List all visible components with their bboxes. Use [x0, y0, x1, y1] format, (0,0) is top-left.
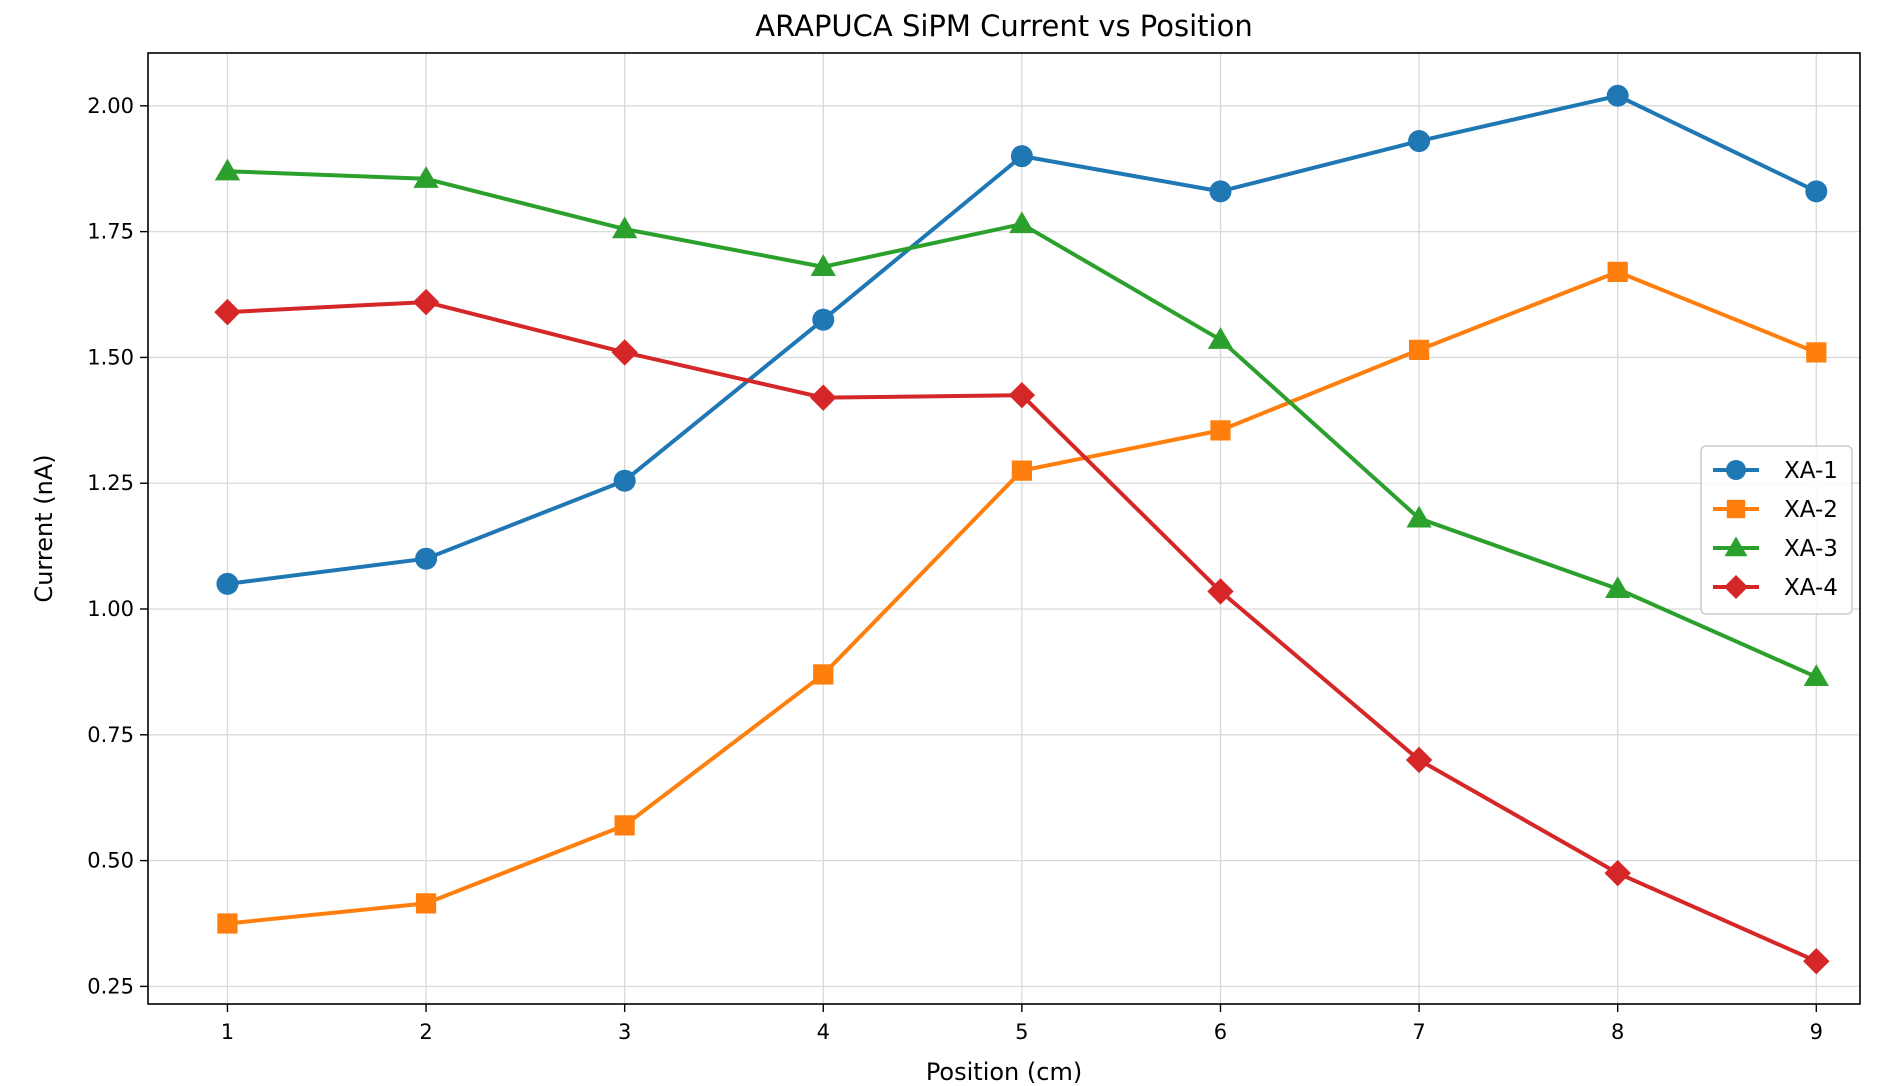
chart-title: ARAPUCA SiPM Current vs Position [755, 9, 1252, 43]
y-tick-label: 0.50 [87, 849, 134, 873]
data-point-xa-3 [1605, 576, 1631, 598]
y-tick-label: 1.00 [87, 597, 134, 621]
y-tick-label: 1.50 [87, 345, 134, 369]
y-tick-label: 2.00 [87, 94, 134, 118]
data-point-xa-2 [1806, 342, 1827, 363]
data-point-xa-3 [810, 254, 836, 276]
data-point-xa-1 [1408, 130, 1431, 153]
data-point-xa-4 [412, 288, 440, 316]
legend: XA-1 XA-2 XA-3 XA-4 [1700, 445, 1853, 615]
legend-marker-xa-1 [1726, 460, 1746, 480]
data-point-xa-1 [415, 547, 438, 570]
x-tick-label: 7 [1412, 1020, 1425, 1044]
data-point-xa-3 [413, 166, 439, 188]
data-point-xa-2 [415, 893, 437, 914]
plot-frame [147, 52, 1861, 1005]
legend-label-xa-1: XA-1 [1784, 458, 1838, 484]
y-axis-label: Current (nA) [30, 454, 58, 602]
data-point-xa-1 [1010, 145, 1033, 168]
x-tick-label: 8 [1611, 1020, 1624, 1044]
data-point-xa-4 [214, 298, 241, 326]
x-tick-label: 9 [1810, 1020, 1823, 1044]
x-tick-label: 1 [221, 1020, 234, 1044]
data-point-xa-3 [1207, 327, 1234, 349]
legend-marker-xa-4 [1724, 575, 1748, 599]
legend-marker-xa-3 [1724, 536, 1748, 557]
data-point-xa-2 [1408, 339, 1430, 360]
data-point-xa-1 [216, 572, 239, 595]
y-tick-label: 1.75 [87, 220, 134, 244]
data-point-xa-3 [612, 216, 638, 239]
data-point-xa-2 [1011, 460, 1032, 481]
x-axis-label: Position (cm) [926, 1058, 1082, 1086]
legend-label-xa-4: XA-4 [1784, 575, 1838, 601]
data-point-xa-3 [1803, 664, 1829, 687]
series-markers [214, 84, 1830, 975]
data-point-xa-2 [1210, 420, 1231, 441]
x-tick-label: 6 [1214, 1020, 1227, 1044]
data-point-xa-3 [214, 158, 241, 181]
x-axis-ticks: 1 2 3 4 5 6 7 8 9 [221, 1004, 1823, 1044]
data-point-xa-2 [1607, 261, 1628, 283]
data-point-xa-4 [1207, 578, 1234, 605]
legend-box [1700, 445, 1853, 615]
data-point-xa-4 [1008, 381, 1036, 409]
data-point-xa-2 [813, 664, 834, 685]
x-tick-label: 5 [1015, 1020, 1028, 1044]
data-point-xa-2 [217, 913, 238, 934]
data-point-xa-3 [1009, 211, 1035, 234]
x-tick-label: 2 [419, 1020, 432, 1044]
grid-lines [148, 53, 1860, 1004]
legend-label-xa-3: XA-3 [1784, 536, 1838, 562]
data-point-xa-1 [812, 308, 835, 331]
data-point-xa-2 [614, 815, 635, 836]
data-point-xa-1 [613, 469, 636, 492]
y-axis-ticks: 0.25 0.50 0.75 1.00 1.25 1.50 1.75 2.00 [87, 94, 148, 998]
data-point-xa-4 [810, 384, 837, 411]
legend-marker-xa-2 [1726, 499, 1746, 519]
data-point-xa-4 [1405, 746, 1433, 774]
data-point-xa-1 [1606, 84, 1629, 107]
data-point-xa-4 [1604, 859, 1631, 887]
data-point-xa-1 [1209, 180, 1232, 203]
legend-label-xa-2: XA-2 [1784, 497, 1838, 523]
y-tick-label: 1.25 [87, 471, 134, 495]
data-point-xa-4 [611, 339, 638, 366]
x-tick-label: 4 [817, 1020, 830, 1044]
y-tick-label: 0.25 [87, 974, 134, 998]
data-point-xa-3 [1406, 505, 1432, 528]
x-tick-label: 3 [618, 1020, 631, 1044]
data-point-xa-1 [1805, 180, 1828, 203]
y-tick-label: 0.75 [87, 723, 134, 747]
data-point-xa-4 [1803, 948, 1830, 975]
